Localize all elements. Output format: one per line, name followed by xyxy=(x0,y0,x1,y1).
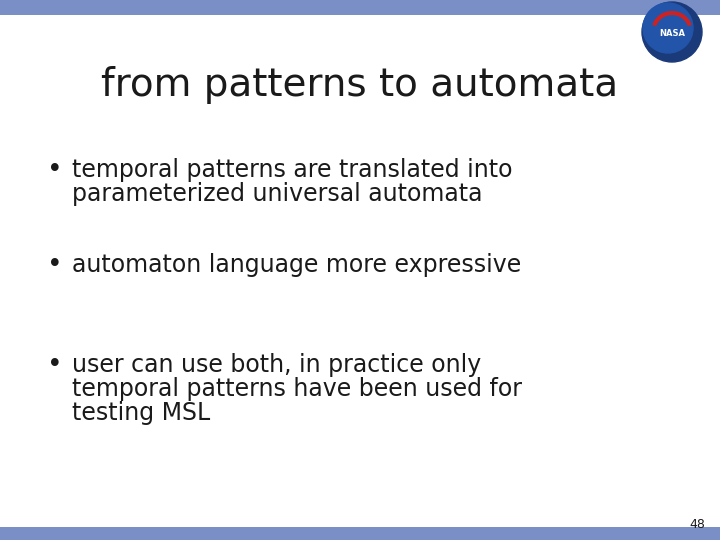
Text: 48: 48 xyxy=(689,517,705,530)
Text: •: • xyxy=(48,157,63,183)
Text: user can use both, in practice only: user can use both, in practice only xyxy=(72,353,481,377)
Text: •: • xyxy=(48,352,63,378)
Text: •: • xyxy=(48,252,63,278)
Text: from patterns to automata: from patterns to automata xyxy=(102,66,618,104)
Text: temporal patterns are translated into: temporal patterns are translated into xyxy=(72,158,513,182)
Circle shape xyxy=(642,2,702,62)
Circle shape xyxy=(643,3,693,53)
Text: automaton language more expressive: automaton language more expressive xyxy=(72,253,521,277)
Bar xyxy=(0,0,720,15)
Text: parameterized universal automata: parameterized universal automata xyxy=(72,182,482,206)
Text: temporal patterns have been used for: temporal patterns have been used for xyxy=(72,377,522,401)
Text: NASA: NASA xyxy=(659,30,685,38)
Text: testing MSL: testing MSL xyxy=(72,401,210,425)
Bar xyxy=(0,527,720,540)
